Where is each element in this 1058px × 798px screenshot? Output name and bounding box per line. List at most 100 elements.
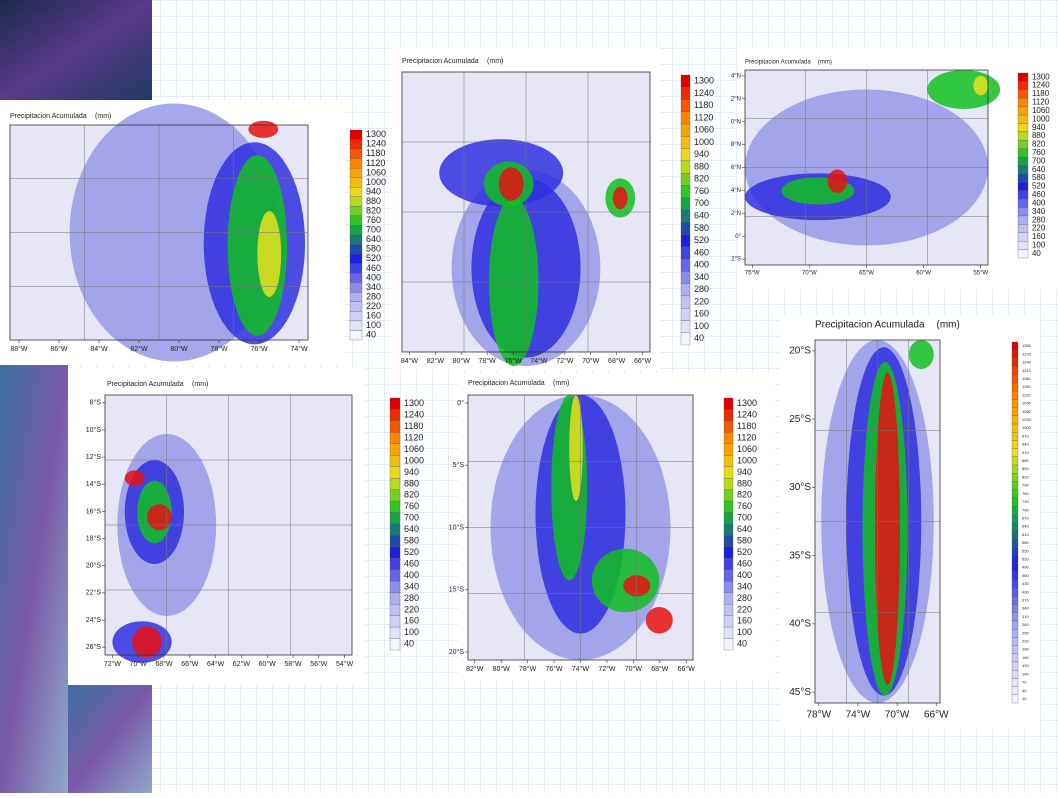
colorbar-label: 400 — [404, 570, 419, 580]
colorbar-label: 1000 — [737, 455, 757, 465]
colorbar-label: 880 — [694, 161, 709, 171]
colorbar-cell — [680, 185, 691, 198]
colorbar-cell — [1011, 432, 1019, 441]
colorbar-label: 220 — [694, 296, 709, 306]
colorbar-cell — [389, 512, 401, 525]
colorbar-cell — [389, 420, 401, 433]
colorbar-label: 820 — [694, 174, 709, 184]
colorbar-cell — [1011, 653, 1019, 663]
colorbar-cell — [680, 74, 691, 88]
colorbar-label: 760 — [366, 215, 381, 225]
map-unit: (mm) — [487, 58, 503, 65]
colorbar-label: 1240 — [737, 410, 757, 420]
colorbar-cell — [389, 432, 401, 444]
colorbar-label: 220 — [366, 301, 381, 311]
y-tick-label: 40°S — [789, 619, 811, 630]
colorbar-cell — [349, 148, 363, 159]
colorbar-cell — [1017, 72, 1029, 82]
precip-region — [908, 340, 934, 370]
y-tick-label: 24°S — [86, 616, 102, 624]
colorbar-label: 100 — [404, 627, 419, 637]
colorbar-label: 820 — [366, 206, 381, 216]
x-tick-label: 86°W — [50, 345, 68, 353]
colorbar-cell — [1011, 686, 1019, 695]
colorbar-cell — [389, 592, 401, 605]
colorbar-label: 490 — [1022, 565, 1029, 570]
colorbar-label: 1300 — [694, 76, 714, 86]
colorbar-cell — [1011, 604, 1019, 613]
colorbar-label: 610 — [1022, 532, 1029, 537]
colorbar-cell — [1011, 415, 1019, 425]
colorbar-cell — [680, 320, 691, 333]
x-tick-label: 76°W — [250, 345, 268, 353]
x-tick-label: 66°W — [924, 710, 949, 721]
map-unit: (mm) — [937, 320, 960, 331]
x-tick-label: 84°W — [401, 357, 419, 365]
y-tick-label: 10°S — [86, 426, 102, 434]
colorbar-cell — [349, 234, 363, 245]
y-tick-label: 20°S — [449, 648, 465, 656]
colorbar-label: 580 — [404, 536, 419, 546]
colorbar-cell — [1011, 563, 1019, 572]
y-tick-label: 20°S — [86, 562, 102, 570]
colorbar-cell — [723, 626, 734, 639]
colorbar-cell — [1011, 358, 1019, 367]
colorbar-label: 1120 — [1022, 392, 1031, 397]
colorbar-label: 1210 — [1022, 368, 1032, 373]
colorbar-cell — [389, 546, 401, 559]
colorbar-label: 1300 — [737, 398, 757, 408]
colorbar-label: 1300 — [366, 129, 386, 139]
precip-region — [146, 504, 172, 531]
colorbar-label: 520 — [1022, 556, 1029, 561]
colorbar-label: 640 — [1032, 165, 1046, 174]
colorbar-label: 100 — [1022, 671, 1029, 676]
colorbar-cell — [680, 173, 691, 186]
colorbar-label: 520 — [737, 547, 752, 557]
colorbar-cell — [723, 546, 734, 559]
colorbar-cell — [349, 168, 363, 178]
colorbar-label: 160 — [1022, 655, 1029, 660]
x-tick-label: 60°W — [259, 660, 277, 668]
colorbar-label: 220 — [1032, 224, 1046, 233]
map-title: Precipitacion Acumulada — [468, 380, 545, 387]
colorbar-cell — [1011, 423, 1019, 433]
colorbar-label: 820 — [1022, 474, 1029, 479]
colorbar-label: 400 — [694, 260, 709, 270]
colorbar-cell — [389, 397, 401, 410]
colorbar-cell — [349, 158, 363, 169]
colorbar-label: 1060 — [1022, 409, 1032, 414]
left-strip — [0, 365, 68, 793]
x-tick-label: 58°W — [284, 660, 302, 668]
colorbar-label: 190 — [1022, 647, 1029, 652]
x-tick-label: 78°W — [519, 665, 537, 673]
colorbar-cell — [1017, 215, 1029, 225]
colorbar-cell — [1011, 382, 1019, 392]
precip-region — [124, 470, 145, 487]
x-tick-label: 66°W — [678, 665, 696, 673]
y-tick-label: 20°S — [789, 346, 811, 357]
y-tick-label: 26°S — [86, 643, 102, 651]
colorbar-label: 1120 — [404, 432, 423, 442]
colorbar-label: 760 — [1032, 148, 1046, 157]
y-tick-label: 0° — [735, 234, 741, 240]
x-tick-label: 66°W — [181, 660, 199, 668]
colorbar-cell — [723, 604, 734, 616]
colorbar-cell — [1011, 391, 1019, 400]
precip-region — [498, 167, 524, 201]
colorbar-label: 1120 — [1032, 98, 1050, 107]
x-tick-label: 70°W — [130, 660, 148, 668]
colorbar-cell — [1011, 530, 1019, 540]
colorbar-label: 220 — [404, 604, 419, 614]
colorbar-label: 1090 — [1022, 401, 1032, 406]
colorbar-label: 1150 — [1022, 384, 1031, 389]
colorbar-cell — [349, 244, 363, 255]
colorbar-label: 460 — [1022, 573, 1029, 578]
colorbar-label: 580 — [694, 223, 709, 233]
colorbar-label: 1300 — [1032, 72, 1050, 81]
colorbar-cell — [349, 129, 363, 140]
y-tick-label: 35°S — [789, 550, 811, 561]
colorbar-label: 550 — [1022, 548, 1029, 553]
colorbar-cell — [1017, 165, 1029, 175]
map-frame — [9, 124, 309, 341]
colorbar-cell — [723, 581, 734, 593]
